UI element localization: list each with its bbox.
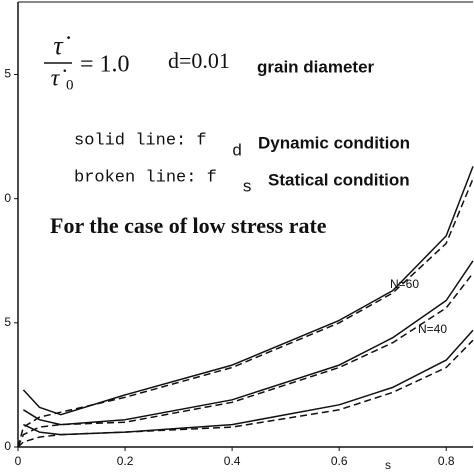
- broken-line-sub: s: [242, 178, 252, 197]
- curve: [23, 260, 474, 426]
- formula-numerator: τ̇: [53, 31, 70, 60]
- formula-denominator: τ̇: [51, 66, 67, 92]
- x-tick-label: 0.8: [438, 454, 455, 468]
- x-axis-label: s: [385, 458, 391, 472]
- solid-line-label: Dynamic condition: [258, 133, 410, 152]
- diameter: d=0.01: [168, 48, 230, 73]
- curve: [17, 178, 474, 448]
- y-tick-label: 0: [4, 439, 11, 453]
- formula: τ̇ τ̇ 0 = 1.0: [44, 31, 130, 93]
- curve: [17, 272, 474, 448]
- annotation: N=40: [418, 322, 447, 336]
- x-tick-label: 0.2: [117, 454, 134, 468]
- y-tick-label: 5: [4, 315, 11, 329]
- diameter-label: grain diameter: [257, 57, 375, 76]
- curve: [17, 339, 474, 448]
- broken-line-prefix: broken line: f: [74, 168, 217, 187]
- solid-line-prefix: solid line: f: [74, 131, 207, 150]
- chart-title: For the case of low stress rate: [50, 213, 327, 238]
- x-tick-label: 0.4: [224, 454, 241, 468]
- y-tick-label: 0: [4, 191, 11, 205]
- curve: [23, 329, 474, 436]
- formula-equals: = 1.0: [80, 52, 130, 78]
- x-tick-label: 0: [15, 454, 22, 468]
- curve: [22, 166, 474, 416]
- formula-denominator-sub: 0: [66, 77, 74, 93]
- annotation: N=60: [390, 277, 419, 291]
- solid-line-sub: d: [232, 142, 242, 161]
- y-tick-label: 5: [4, 67, 11, 81]
- x-tick-label: 0.6: [331, 454, 348, 468]
- broken-line-label: Statical condition: [268, 170, 410, 189]
